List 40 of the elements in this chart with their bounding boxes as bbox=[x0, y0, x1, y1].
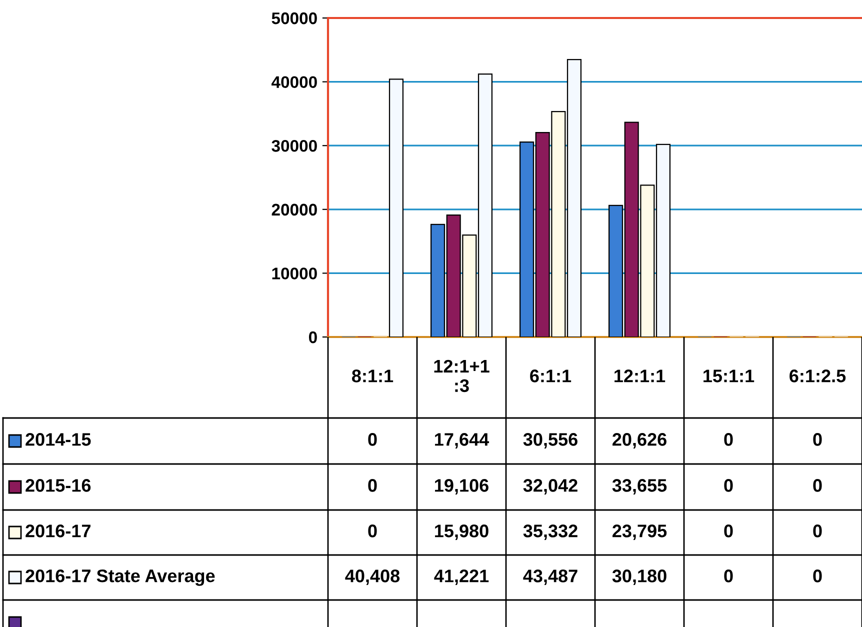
x-tick-label: 8:1:1 bbox=[352, 370, 394, 382]
data-label: 0 bbox=[724, 479, 733, 492]
data-label: 32,042 bbox=[523, 479, 578, 494]
data-label: 33,655 bbox=[612, 479, 667, 494]
data-label: 0 bbox=[813, 433, 822, 446]
y-tick-label: 30000 bbox=[272, 140, 317, 152]
data-label: 40,408 bbox=[345, 570, 400, 585]
legend-label: 2015-16 bbox=[26, 479, 91, 492]
x-tick-label: 15:1:1 bbox=[704, 370, 754, 382]
data-label: 0 bbox=[368, 479, 377, 492]
data-label: 0 bbox=[813, 570, 822, 582]
data-label: 0 bbox=[813, 479, 822, 492]
data-label: 20,626 bbox=[612, 433, 666, 448]
y-tick-label: 50000 bbox=[272, 12, 317, 24]
data-label: 30,556 bbox=[523, 433, 578, 448]
data-label: 0 bbox=[813, 524, 822, 538]
data-label: 15,980 bbox=[435, 524, 488, 540]
y-tick-label: 10000 bbox=[272, 268, 317, 280]
data-label: 43,487 bbox=[523, 570, 578, 585]
data-label: 0 bbox=[724, 570, 733, 582]
data-label: 41,221 bbox=[434, 570, 489, 585]
x-tick-label: 12:1+1 :3 bbox=[434, 360, 490, 392]
data-label: 0 bbox=[368, 524, 377, 538]
data-label: 0 bbox=[724, 524, 733, 538]
y-tick-label: 0 bbox=[308, 331, 317, 344]
y-tick-label: 20000 bbox=[272, 204, 317, 216]
legend-label: 2014-15 bbox=[26, 433, 91, 446]
x-tick-label: 6:1:2.5 bbox=[790, 370, 846, 382]
data-label: 0 bbox=[368, 433, 377, 446]
data-label: 17,644 bbox=[435, 433, 490, 448]
x-tick-label: 6:1:1 bbox=[530, 370, 572, 382]
data-label: 19,106 bbox=[435, 479, 488, 494]
data-label: 23,795 bbox=[612, 524, 667, 540]
x-tick-label: 12:1:1 bbox=[614, 370, 666, 382]
data-label: 30,180 bbox=[612, 570, 666, 585]
legend-label: 2016-17 bbox=[26, 524, 90, 538]
data-label: 0 bbox=[724, 433, 733, 446]
legend-label: 2016-17 State Average bbox=[26, 569, 215, 586]
y-tick-label: 40000 bbox=[271, 76, 317, 88]
data-label: 35,332 bbox=[523, 524, 578, 540]
